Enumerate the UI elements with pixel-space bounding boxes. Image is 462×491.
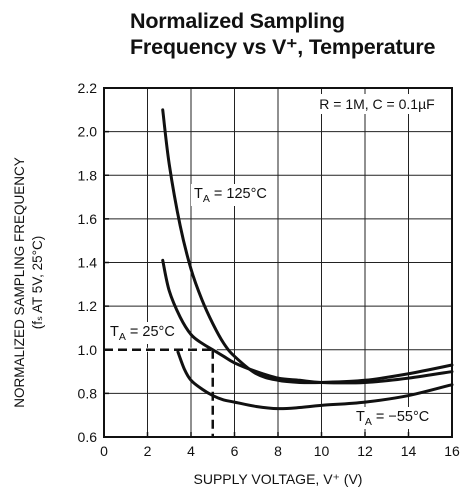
x-tick-label: 14 [401, 443, 417, 459]
series-lines [161, 108, 454, 411]
chart-title-line-2: Frequency vs V⁺, Temperature [130, 35, 436, 59]
chart-title: Normalized Sampling Frequency vs V⁺, Tem… [130, 8, 460, 60]
y-tick-label: 1.2 [78, 298, 98, 314]
series-minus55c-line [176, 350, 454, 411]
x-tick-label: 4 [187, 443, 195, 459]
series-25c-line [161, 258, 454, 385]
y-tick-label: 1.4 [78, 255, 98, 271]
y-tick-label: 2.0 [78, 124, 98, 140]
condition-note-background [302, 94, 450, 114]
y-tick-label: 1.8 [78, 167, 98, 183]
y-tick-label: 2.2 [78, 80, 98, 96]
y-axis-label-line-1: NORMALIZED SAMPLING FREQUENCY [12, 157, 27, 408]
series-label-25c-background [107, 322, 178, 344]
y-tick-label: 1.6 [78, 211, 98, 227]
x-tick-label: 8 [274, 443, 282, 459]
grid [103, 87, 453, 438]
x-tick-label: 6 [231, 443, 239, 459]
series-label-125c: TA = 125°C [194, 186, 267, 205]
x-tick-label: 10 [314, 443, 330, 459]
x-tick-label: 12 [357, 443, 373, 459]
y-tick-label: 0.8 [78, 385, 98, 401]
series-label-minus55c-background [353, 407, 433, 429]
x-tick-label: 2 [144, 443, 152, 459]
series-125c-line [161, 108, 454, 385]
reference-lines [104, 347, 217, 437]
x-tick-label: 16 [444, 443, 460, 459]
y-tick-label: 0.6 [78, 429, 98, 445]
series-label-minus55c: TA = −55°C [356, 409, 429, 428]
series-label-125c-background [191, 184, 270, 206]
series-labels: TA = 125°C TA = 25°C TA = −55°C [107, 184, 433, 429]
condition-note: R = 1M, C = 0.1µF [319, 96, 434, 112]
series-label-25c: TA = 25°C [110, 324, 175, 343]
chart-title-line-1: Normalized Sampling [130, 9, 345, 33]
x-axis-label: SUPPLY VOLTAGE, V⁺ (V) [194, 471, 363, 487]
x-tick-label: 0 [100, 443, 108, 459]
tick-labels: 0 2 4 6 8 10 12 14 16 0.6 0.8 1.0 1.2 1.4 1.6 1.8 2.0 2.2 [78, 80, 460, 459]
y-axis-label-line-2: (fₛ AT 5V, 25°C) [30, 236, 45, 329]
tick-marks [103, 87, 453, 438]
y-tick-label: 1.0 [78, 342, 98, 358]
